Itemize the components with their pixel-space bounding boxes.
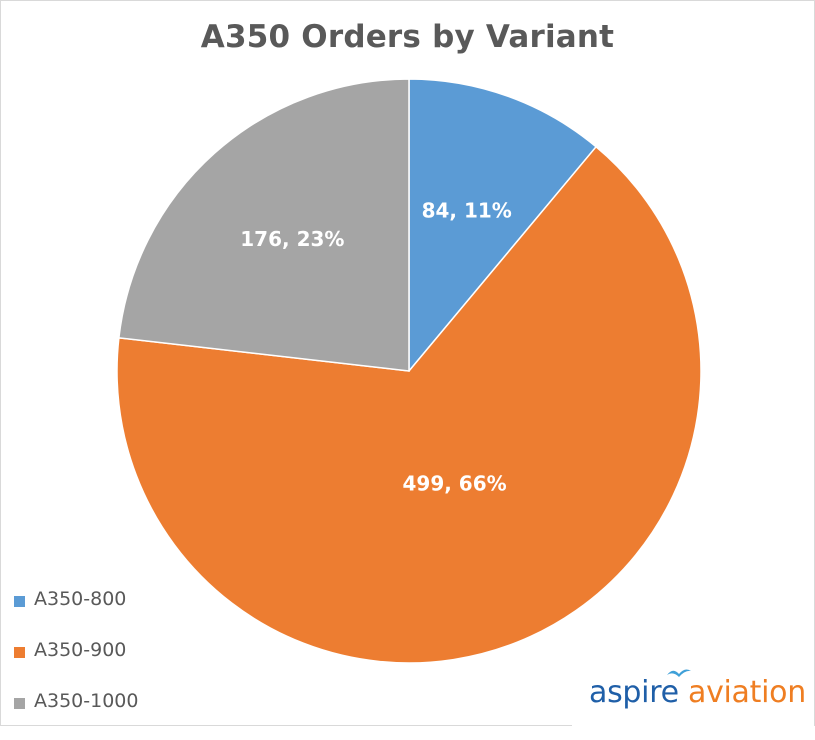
legend-item-a350-1000: A350-1000	[11, 689, 161, 740]
logo-word-aspire: aspire	[589, 675, 679, 710]
legend-label: A350-1000	[34, 690, 139, 712]
pie-slice-a350-800	[408, 78, 598, 374]
pie-slice-a350-900	[116, 145, 702, 664]
legend-swatch	[14, 698, 25, 709]
data-label-a350-900: 499, 66%	[402, 471, 506, 495]
legend-item-a350-800: A350-800	[11, 587, 161, 638]
chart-title: A350 Orders by Variant	[200, 19, 615, 55]
legend-item-a350-900: A350-900	[11, 638, 161, 689]
logo-word-aviation: aviation	[687, 675, 806, 710]
legend-label: A350-800	[34, 588, 127, 610]
legend: A350-800 A350-900 A350-1000	[11, 587, 161, 740]
pie-slice-a350-1000	[118, 78, 410, 372]
pie-chart: 84, 11% 499, 66% 176, 23%	[116, 78, 702, 664]
data-label-a350-800: 84, 11%	[422, 198, 512, 222]
aspire-aviation-logo: aspire aviation	[572, 655, 814, 727]
logo-wordmark: aspire aviation	[589, 675, 806, 710]
legend-swatch	[14, 596, 25, 607]
legend-label: A350-900	[34, 639, 127, 661]
bird-icon	[667, 669, 691, 677]
legend-swatch	[14, 647, 25, 658]
data-label-a350-1000: 176, 23%	[240, 227, 344, 251]
